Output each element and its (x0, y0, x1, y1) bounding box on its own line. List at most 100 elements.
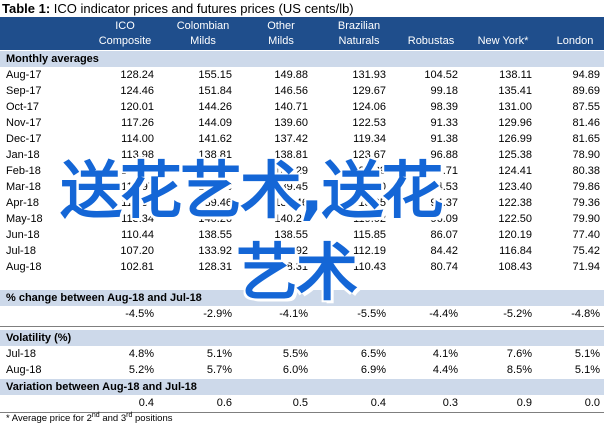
table-row: Jul-18 4.8% 5.1% 5.5% 6.5% 4.1% 7.6% 5.1% (0, 346, 604, 362)
table-cell: 8.5% (506, 364, 532, 376)
table-cell: -5.5% (357, 308, 386, 320)
table-cell: 118.95 (353, 197, 386, 209)
column-header-line1: Other (267, 20, 295, 32)
table-cell: 79.36 (572, 197, 600, 209)
column-header: London (535, 17, 604, 50)
watermark-line-1: 送花艺术,送花 (60, 154, 444, 227)
table-cell: 112.58 (121, 197, 154, 209)
table-cell: 81.46 (572, 117, 600, 129)
table-cell: 110.43 (353, 261, 386, 273)
column-header: ICO Composite (85, 17, 165, 50)
table-row: Jan-18 113.98 138.81 138.81 123.67 96.88 125.3… (0, 147, 604, 163)
section-heading-text: Variation between Aug-18 and Jul-18 (6, 381, 197, 393)
table-cell: 75.42 (572, 245, 600, 257)
table-cell: 81.65 (572, 133, 600, 145)
column-header: Other Milds (241, 17, 321, 50)
table-cell: -4.4% (429, 308, 458, 320)
table-cell: 144.09 (198, 117, 232, 129)
table-cell: 139.46 (274, 197, 308, 209)
table-row: Feb-18 114.77 139.29 139.29 121.89 95.71 124.4… (0, 163, 604, 179)
table-cell: 108.43 (498, 261, 532, 273)
row-label: Sep-17 (6, 85, 42, 97)
table-cell: 104.52 (424, 69, 458, 81)
table-cell: 115.85 (353, 229, 386, 241)
table-title: Table 1: ICO indicator prices and future… (2, 1, 354, 16)
table-cell: 139.43 (198, 181, 232, 193)
table-cell: -2.9% (203, 308, 232, 320)
table-cell: 78.90 (572, 149, 600, 161)
table-cell: 119.80 (353, 181, 386, 193)
table-cell: 80.38 (572, 165, 600, 177)
table-cell: 146.56 (274, 85, 308, 97)
row-label: Apr-18 (6, 197, 40, 209)
row-label: Mar-18 (6, 181, 41, 193)
table-cell: 141.62 (198, 133, 232, 145)
row-label: Aug-17 (6, 69, 42, 81)
table-cell: 96.88 (430, 149, 458, 161)
table-cell: 128.31 (274, 261, 308, 273)
table-row: Sep-17 124.46 151.84 146.56 129.67 99.18 135.4… (0, 83, 604, 99)
table-cell: 139.29 (198, 165, 232, 177)
table-row: Dec-17 114.00 141.62 137.42 119.34 91.38 126.9… (0, 131, 604, 147)
table-cell: 77.40 (572, 229, 600, 241)
table-cell: -5.2% (503, 308, 532, 320)
table-cell: 137.42 (274, 133, 308, 145)
table-cell: 119.34 (353, 133, 386, 145)
table-row: Oct-17 120.01 144.26 140.71 124.06 98.39 131.0… (0, 99, 604, 115)
table-cell: 86.07 (430, 229, 458, 241)
table-cell: 138.81 (274, 149, 308, 161)
table-cell: 84.42 (430, 245, 458, 257)
table-cell: 113.97 (121, 181, 154, 193)
table-cell: 128.24 (120, 69, 154, 81)
table-title-text: ICO indicator prices and futures prices … (53, 1, 354, 16)
table-cell: 124.41 (498, 165, 532, 177)
column-header-line1: Colombian (176, 20, 230, 32)
table-cell: 107.20 (120, 245, 154, 257)
footnote-text: * Average price for 2 (6, 413, 92, 425)
section-heading: Variation between Aug-18 and Jul-18 (0, 379, 604, 395)
table-cell: 5.2% (128, 364, 154, 376)
table-cell: 120.01 (120, 101, 154, 113)
row-label: Jul-18 (6, 348, 36, 360)
table-cell: 0.3 (442, 397, 458, 409)
table-cell: 144.26 (198, 101, 232, 113)
table-cell: 124.06 (352, 101, 386, 113)
table-row: 0.4 0.6 0.5 0.4 0.3 0.9 0.0 (0, 395, 604, 411)
table-cell: 131.93 (352, 69, 386, 81)
table-cell: 121.89 (352, 165, 386, 177)
row-label: Jun-18 (6, 229, 40, 241)
column-header-bar: ICO Composite Colombian Milds Other Milds Braz… (0, 17, 604, 50)
table-cell: 139.46 (198, 197, 232, 209)
table-cell: 89.69 (572, 85, 600, 97)
footnote-text: positions (132, 413, 173, 425)
table-cell: 149.88 (274, 69, 308, 81)
table-cell: 125.38 (498, 149, 532, 161)
table-cell: -4.5% (125, 308, 154, 320)
table-cell: 91.33 (430, 117, 458, 129)
table-cell: 6.9% (360, 364, 386, 376)
table-cell: 5.1% (574, 364, 600, 376)
table-cell: 6.5% (360, 348, 386, 360)
table-cell: 140.26 (274, 213, 308, 225)
table-cell: 138.55 (274, 229, 308, 241)
table-cell: 114.77 (121, 165, 154, 177)
table-row: Nov-17 117.26 144.09 139.60 122.53 91.33 129.9… (0, 115, 604, 131)
section-heading: Volatility (%) (0, 330, 604, 346)
table-cell: 95.71 (430, 165, 458, 177)
table-cell: 98.39 (430, 101, 458, 113)
footnote: * Average price for 2nd and 3rd position… (6, 412, 173, 424)
table-cell: 5.7% (206, 364, 232, 376)
table-cell: 94.37 (430, 197, 458, 209)
row-label: Jan-18 (6, 149, 40, 161)
table-cell: 116.84 (499, 245, 532, 257)
footnote-text: and 3 (99, 413, 127, 425)
row-label: Oct-17 (6, 101, 40, 113)
table-cell: 5.5% (282, 348, 308, 360)
table-cell: 5.1% (206, 348, 232, 360)
table-cell: 138.11 (499, 69, 532, 81)
table-cell: 4.4% (432, 364, 458, 376)
column-header-line2: Robustas (407, 35, 455, 47)
table-cell: 113.98 (121, 149, 154, 161)
table-cell: 119.02 (353, 213, 386, 225)
table-cell: 4.8% (128, 348, 154, 360)
